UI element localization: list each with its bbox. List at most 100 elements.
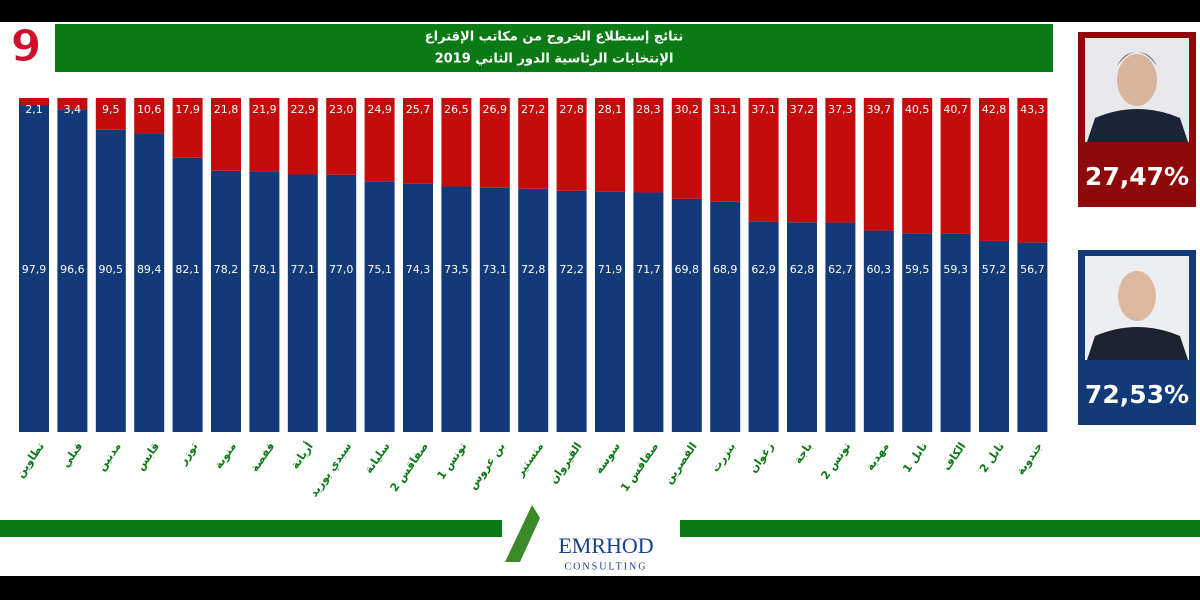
bar-segment [403, 98, 433, 184]
value-label: 78,2 [214, 263, 239, 276]
x-tick-label: جندوبة [1014, 440, 1046, 477]
suit [1087, 109, 1188, 142]
x-tick-label: القيروان [547, 440, 585, 486]
value-label: 89,4 [137, 263, 162, 276]
bar-segment [134, 98, 165, 134]
value-label: 22,9 [291, 103, 316, 116]
bar-segment [364, 98, 395, 182]
value-label: 90,5 [99, 263, 124, 276]
value-label: 71,9 [598, 263, 623, 276]
title-bar [55, 24, 1053, 72]
value-label: 21,8 [214, 103, 239, 116]
value-label: 97,9 [22, 263, 47, 276]
bar-segment [287, 174, 318, 432]
bar-segment [556, 98, 587, 191]
value-label: 3,4 [64, 103, 82, 116]
bar-segment [748, 221, 779, 432]
footer-bar [680, 520, 1200, 537]
value-label: 37,2 [790, 103, 815, 116]
bar-segment [364, 181, 395, 432]
bottom-band [0, 576, 1200, 600]
bar-segment [134, 133, 165, 433]
bar-segment [979, 240, 1009, 432]
title-line: الإنتخابات الرئاسية الدور الثاني 2019 [435, 52, 674, 67]
x-tick-label: تطاوين [13, 440, 47, 480]
bar-segment [787, 98, 817, 223]
bar-segment [326, 98, 357, 175]
value-label: 27,8 [559, 103, 584, 116]
value-label: 74,3 [406, 263, 431, 276]
value-label: 69,8 [675, 263, 700, 276]
value-label: 96,6 [60, 263, 85, 276]
value-label: 17,9 [175, 103, 200, 116]
x-tick-label: بن عروس [466, 440, 508, 492]
bar-segment [633, 192, 664, 432]
bar-segment [287, 98, 318, 175]
x-tick-label: نابل 2 [977, 440, 1007, 475]
bar-segment [19, 98, 49, 106]
hair [1117, 52, 1157, 66]
value-label: 39,7 [867, 103, 892, 116]
value-label: 40,5 [905, 103, 930, 116]
bar-segment [710, 201, 741, 432]
value-label: 23,0 [329, 103, 354, 116]
top-band [0, 0, 1200, 22]
value-label: 28,1 [598, 103, 623, 116]
bar-segment [825, 222, 856, 432]
bar-segment [403, 183, 433, 432]
value-label: 62,9 [751, 263, 776, 276]
bar-segment [710, 98, 741, 202]
bar-segment [95, 98, 126, 130]
bar-segment [441, 186, 472, 432]
value-label: 10,6 [137, 103, 162, 116]
bar-segment [671, 98, 702, 199]
value-label: 56,7 [1020, 263, 1045, 276]
x-tick-label: قفصة [248, 440, 277, 474]
x-tick-label: توزر [176, 440, 201, 468]
value-label: 73,1 [483, 263, 508, 276]
logo-name: EMRHOD [558, 533, 653, 558]
value-label: 62,8 [790, 263, 815, 276]
x-tick-label: أريانة [288, 439, 316, 471]
channel-logo: 9 [11, 21, 42, 72]
x-tick-label: صفاقس 2 [388, 440, 431, 494]
face [1117, 54, 1157, 106]
x-tick-label: قابس [134, 440, 162, 473]
bar-segment [479, 98, 510, 188]
bar-segment [211, 170, 241, 432]
candidate-share: 72,53% [1085, 380, 1189, 409]
value-label: 43,3 [1020, 103, 1045, 116]
x-tick-label: تونس 2 [818, 440, 853, 482]
bar-segment [940, 233, 971, 432]
bar-segment [787, 222, 817, 432]
value-label: 24,9 [367, 103, 392, 116]
value-label: 73,5 [444, 263, 469, 276]
value-label: 59,5 [905, 263, 930, 276]
value-label: 75,1 [367, 263, 392, 276]
value-label: 28,3 [636, 103, 661, 116]
value-label: 37,3 [828, 103, 853, 116]
bar-segment [556, 190, 587, 432]
value-label: 62,7 [828, 263, 853, 276]
bar-segment [825, 98, 856, 223]
value-label: 2,1 [25, 103, 43, 116]
value-label: 37,1 [751, 103, 776, 116]
x-tick-label: مهدية [863, 440, 892, 473]
x-tick-label: نابل 1 [900, 440, 930, 475]
bar-segment [57, 98, 88, 110]
x-tick-label: قبلي [59, 440, 85, 470]
x-tick-label: صفاقس 1 [618, 440, 661, 494]
value-label: 26,9 [483, 103, 508, 116]
x-tick-label: سوسة [592, 440, 623, 476]
value-label: 59,3 [943, 263, 968, 276]
value-label: 57,2 [982, 263, 1007, 276]
value-label: 77,0 [329, 263, 354, 276]
x-tick-label: باجة [791, 440, 815, 466]
x-tick-label: زغوان [746, 440, 776, 475]
bar-segment [902, 233, 933, 432]
value-label: 60,3 [867, 263, 892, 276]
bar-segment [57, 109, 88, 432]
bar-segment [595, 191, 625, 432]
bar-segment [211, 98, 241, 171]
value-label: 78,1 [252, 263, 277, 276]
